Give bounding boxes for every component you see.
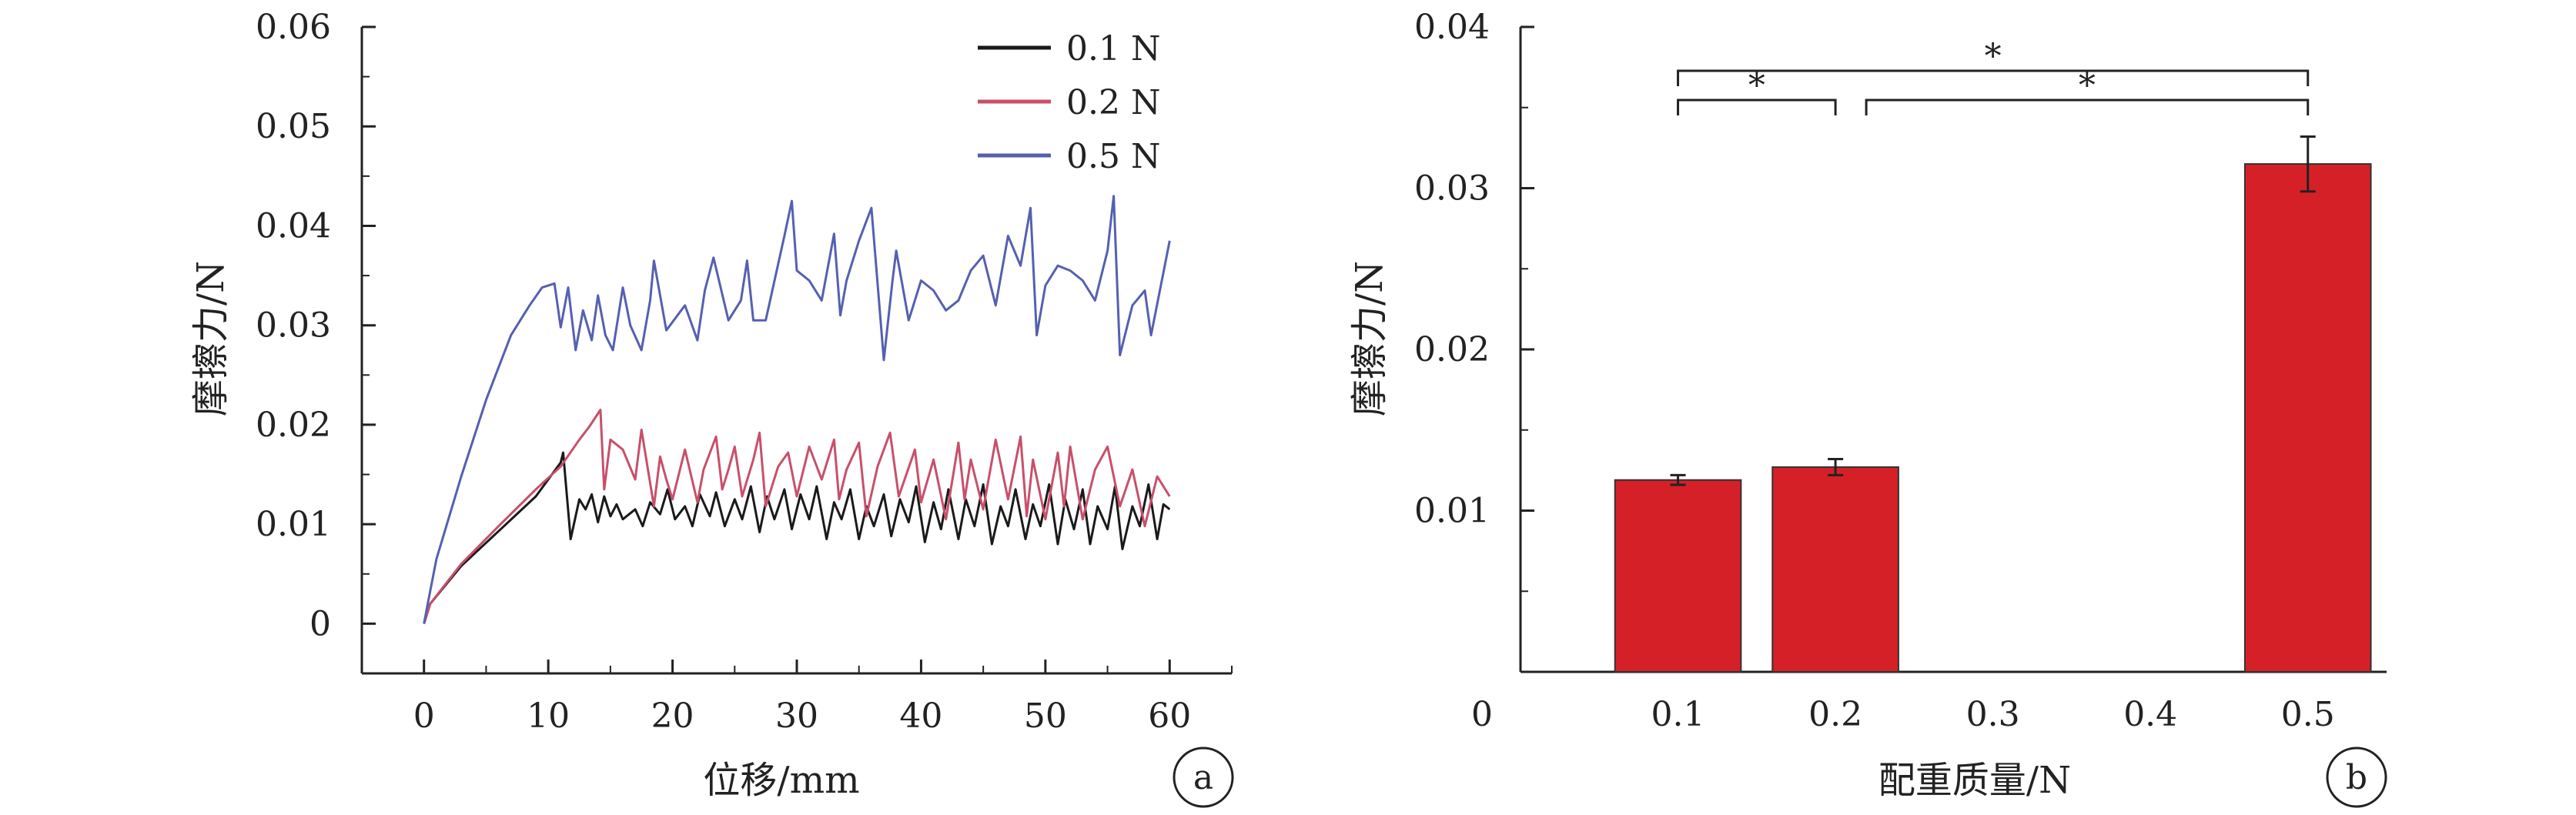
panel-a-series-line xyxy=(423,195,1171,624)
panel-a-x-tick-label: 30 xyxy=(775,696,818,736)
panel-a-label-circle xyxy=(1173,747,1234,808)
panel-a-y-tick-label: 0.03 xyxy=(256,306,331,346)
panel-b-x-axis: 0 0.1 0.2 0.3 0.4 0.5 xyxy=(1471,670,2387,734)
panel-b-x-tick-label: 0.5 xyxy=(2281,695,2335,734)
panel-a-legend-label: 0.2 N xyxy=(1066,83,1160,122)
panel-b-bar xyxy=(2243,163,2372,673)
panel-b-significance-bracket xyxy=(1677,99,1837,115)
panel-a-y-axis-title: 摩擦力/N xyxy=(189,261,233,416)
panel-a-x-tick-label: 0 xyxy=(413,696,435,736)
panel-a-label: a xyxy=(1193,758,1213,797)
panel-b-bar-chart: 0.01 0.02 0.03 0.04 0 0.1 0.2 0.3 0.4 0.5 * * * 配重… xyxy=(1348,8,2387,808)
panel-a-x-tick-label: 60 xyxy=(1148,696,1191,736)
panel-b-bar xyxy=(1771,466,1899,673)
panel-a-y-axis: 0 0.01 0.02 0.03 0.04 0.05 0.06 xyxy=(256,8,376,674)
panel-a-x-axis: 0 10 20 30 40 50 60 xyxy=(361,660,1233,736)
panel-b-y-tick-label: 0.02 xyxy=(1414,330,1490,369)
panel-b-significance-star: * xyxy=(1748,66,1765,105)
panel-a-y-tick-label: 0 xyxy=(309,604,331,643)
panel-a-legend-label: 0.1 N xyxy=(1066,29,1160,68)
panel-b-significance-star: * xyxy=(1985,37,2002,76)
panel-a-x-tick-label: 40 xyxy=(899,696,942,736)
panel-b-significance-bracket xyxy=(1677,69,2310,86)
panel-a-x-axis-title: 位移/mm xyxy=(703,759,859,802)
panel-a-x-tick-label: 10 xyxy=(527,696,570,736)
panel-b-y-tick-label: 0.01 xyxy=(1414,492,1490,531)
panel-a-y-tick-label: 0.02 xyxy=(256,406,331,445)
panel-b-x-tick-label: 0.1 xyxy=(1651,695,1705,734)
panel-b-y-axis: 0.01 0.02 0.03 0.04 xyxy=(1414,8,1534,672)
panel-a-legend-label: 0.5 N xyxy=(1066,137,1160,176)
panel-a-line-chart: 00.010.020.030.040.050.06 0 10 20 30 40 50 60 … xyxy=(189,8,1234,808)
panel-b-bars-group xyxy=(1614,135,2372,673)
panel-a-y-tick-label: 0.04 xyxy=(256,206,331,246)
panel-b-x-axis-title: 配重质量/N xyxy=(1878,759,2071,802)
panel-b-significance-bracket xyxy=(1865,99,2310,115)
panel-b-x-tick-label: 0 xyxy=(1471,695,1493,734)
panel-b-y-tick-label: 0.03 xyxy=(1414,169,1490,209)
panel-b-significance-group: * * * xyxy=(1677,37,2310,115)
panel-a-y-tick-label: 0.05 xyxy=(256,107,331,146)
panel-b-bar xyxy=(1614,479,1742,673)
panel-b-y-axis-title: 摩擦力/N xyxy=(1348,261,1391,416)
panel-a-series-line xyxy=(423,451,1171,624)
panel-b-y-tick-label: 0.04 xyxy=(1414,8,1490,47)
panel-b-significance-star: * xyxy=(2079,66,2096,105)
panel-a-legend: 0.1 N 0.2 N 0.5 N xyxy=(978,29,1160,176)
panel-b-label: b xyxy=(2346,758,2367,797)
panel-a-y-tick-label: 0.01 xyxy=(256,505,331,544)
panel-a-x-tick-label: 20 xyxy=(651,696,694,736)
panel-b-label-circle xyxy=(2326,747,2387,808)
panel-b-x-tick-label: 0.4 xyxy=(2123,695,2177,734)
panel-a-series-line xyxy=(423,409,1171,624)
panel-b-x-tick-label: 0.2 xyxy=(1808,695,1862,734)
panel-a-y-tick-label: 0.06 xyxy=(256,8,331,47)
panel-a-series-group xyxy=(423,195,1171,624)
panel-a-x-tick-label: 50 xyxy=(1024,696,1067,736)
panel-b-x-tick-label: 0.3 xyxy=(1966,695,2020,734)
